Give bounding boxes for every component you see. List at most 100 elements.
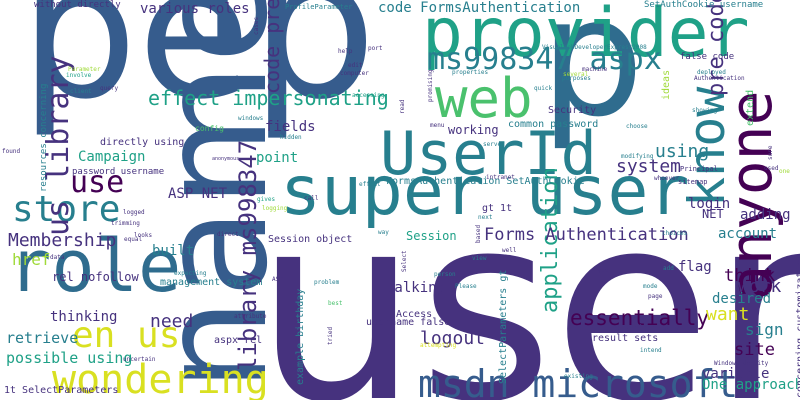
word: Campaign xyxy=(78,149,146,165)
word: hidden xyxy=(280,134,302,141)
word: Membership xyxy=(8,230,117,251)
word: WindowsIdentity xyxy=(714,360,769,367)
word: logging xyxy=(262,205,288,212)
word: system xyxy=(616,156,682,177)
word: attribute xyxy=(234,313,267,320)
word: mode xyxy=(643,283,658,290)
word: retrieve xyxy=(6,329,79,347)
word: en us xyxy=(72,315,181,356)
word: talking xyxy=(386,280,446,296)
word: code pre xyxy=(260,0,284,94)
word: menu xyxy=(430,122,445,129)
word: choices xyxy=(662,230,688,237)
word: provider xyxy=(422,0,750,73)
word: ProfileParameter xyxy=(285,3,353,11)
word: built xyxy=(152,243,195,259)
word: without directly xyxy=(34,0,121,10)
word: thinking xyxy=(50,309,118,325)
word: login xyxy=(688,196,731,212)
word: Select xyxy=(401,250,408,272)
word: problem xyxy=(314,279,340,286)
word: edit xyxy=(348,62,363,69)
word: aspx rel xyxy=(214,335,263,346)
word: data xyxy=(50,254,65,261)
word: equal xyxy=(124,236,143,243)
word: possible using xyxy=(6,349,133,367)
word: sure xyxy=(767,145,774,160)
word: Security xyxy=(548,105,597,116)
word: pe xyxy=(20,0,252,140)
word: ms998347 aspx xyxy=(427,42,662,77)
word: cases xyxy=(253,16,260,35)
word: logged xyxy=(123,209,145,216)
word: FormsAuthentication SetAuthCookie xyxy=(386,176,585,187)
word: showing xyxy=(692,107,718,114)
word: several xyxy=(563,71,589,78)
word: computer xyxy=(340,70,369,77)
word: management system xyxy=(160,277,263,288)
word: whoever xyxy=(654,175,680,182)
word: smarter way xyxy=(614,323,681,334)
word: resources concerning xyxy=(39,83,49,192)
word: based xyxy=(475,224,482,243)
word: adding xyxy=(740,207,791,223)
word: choose xyxy=(626,123,648,130)
word: expecting xyxy=(174,270,207,277)
word: super user xyxy=(280,152,690,231)
word: quick xyxy=(534,85,553,92)
word: Access xyxy=(396,309,433,320)
word: flag xyxy=(678,259,712,275)
word: point xyxy=(256,150,299,166)
word: help xyxy=(338,48,353,55)
word: use xyxy=(70,165,125,200)
word: Session object xyxy=(268,234,353,245)
word: extend xyxy=(745,89,756,126)
word: effect impersonating xyxy=(148,86,389,110)
word: intranet xyxy=(486,174,515,181)
word: password username xyxy=(72,167,165,177)
word: intend xyxy=(640,347,662,354)
word: properties xyxy=(452,69,489,76)
word: Parameter xyxy=(68,66,101,73)
word: work xyxy=(738,276,782,297)
word: purposes xyxy=(562,75,591,82)
word: read xyxy=(399,99,406,114)
word: SelectParameters gt xyxy=(498,269,509,384)
word: think xyxy=(724,266,776,286)
word: example birthday xyxy=(295,288,306,385)
word: promising xyxy=(427,69,434,102)
word: ideas xyxy=(661,69,672,100)
word: username false xyxy=(366,317,451,328)
word: best xyxy=(328,300,343,307)
word: NET xyxy=(702,207,724,221)
word: port xyxy=(368,45,383,52)
word: trimming xyxy=(111,220,140,227)
word: need xyxy=(150,311,194,332)
word: UserId xyxy=(380,119,597,189)
word: logout xyxy=(420,328,486,349)
word: wondering xyxy=(52,357,269,400)
word: desired xyxy=(712,291,772,307)
word: attempting xyxy=(420,342,457,349)
word: next xyxy=(478,214,493,221)
word: Session xyxy=(406,229,457,243)
word: modifying xyxy=(621,153,654,160)
word: store xyxy=(12,189,121,230)
word: false code xyxy=(680,52,735,62)
word: accessing xyxy=(352,92,385,99)
word: SetAuthCookie username xyxy=(644,0,764,10)
word: machine xyxy=(582,66,608,73)
word: VisualWebDeveloperExpress2008 xyxy=(542,44,647,51)
word: ASP xyxy=(272,276,283,283)
word: found xyxy=(2,148,21,155)
word: working xyxy=(448,123,499,137)
word: fields xyxy=(265,119,316,135)
word: page xyxy=(648,293,663,300)
word: common password xyxy=(508,119,599,130)
word: involve xyxy=(66,72,92,79)
word: rel nofollow xyxy=(52,270,139,284)
word: variable xyxy=(702,366,770,382)
word: uncertain xyxy=(123,356,156,363)
word: directly using xyxy=(100,137,185,148)
word: using xyxy=(655,141,710,162)
